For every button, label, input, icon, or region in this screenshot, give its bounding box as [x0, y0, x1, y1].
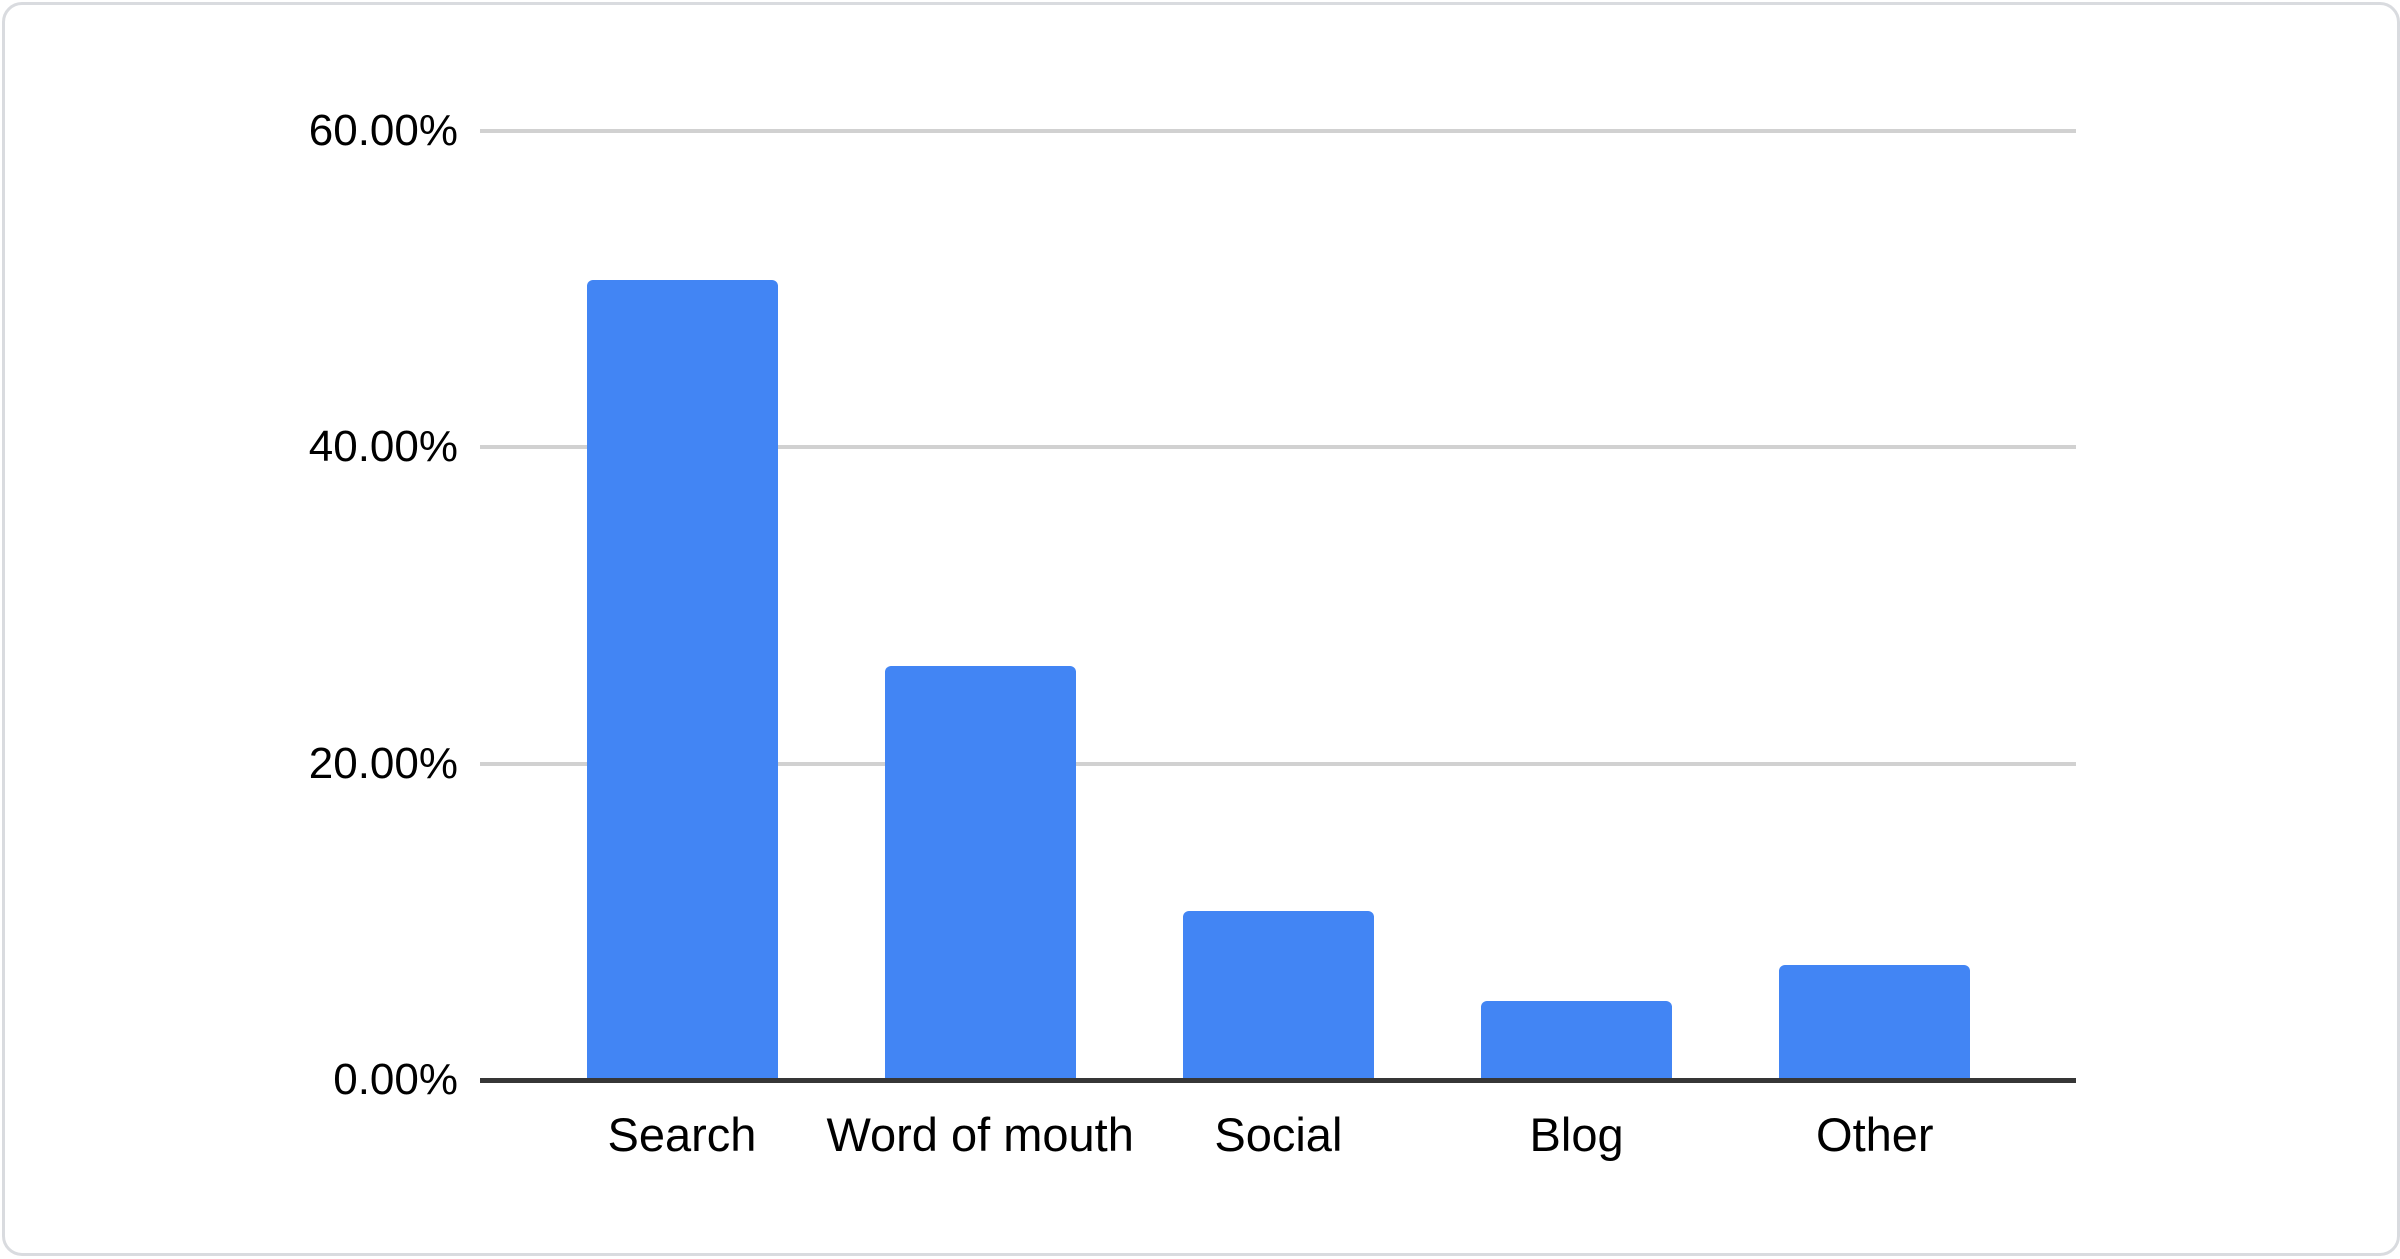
x-axis-category-label: Social — [1214, 1108, 1343, 1161]
y-axis-tick-label: 20.00% — [308, 738, 458, 788]
gridline-20 — [480, 761, 2076, 766]
y-axis-tick-label: 0.00% — [333, 1055, 458, 1104]
x-axis-category-label: Blog — [1529, 1108, 1624, 1161]
gridline-40 — [480, 445, 2076, 450]
bar-search — [586, 279, 778, 1080]
y-axis-tick-label: 40.00% — [308, 422, 458, 472]
y-axis-tick-label: 60.00% — [308, 106, 458, 155]
bar-blog — [1481, 1000, 1673, 1080]
x-axis-category-label: Word of mouth — [826, 1108, 1134, 1161]
bar-social — [1182, 910, 1374, 1080]
x-axis-line — [480, 1078, 2076, 1083]
x-axis-category-label: Other — [1816, 1108, 1934, 1161]
gridline-60 — [480, 129, 2076, 133]
bar-other — [1779, 964, 1971, 1080]
bar-word-of-mouth — [884, 665, 1076, 1080]
x-axis-category-label: Search — [607, 1108, 757, 1161]
bar-chart: 0.00% 20.00% 40.00% 60.00% Search Word of mou… — [3, 3, 2400, 1259]
